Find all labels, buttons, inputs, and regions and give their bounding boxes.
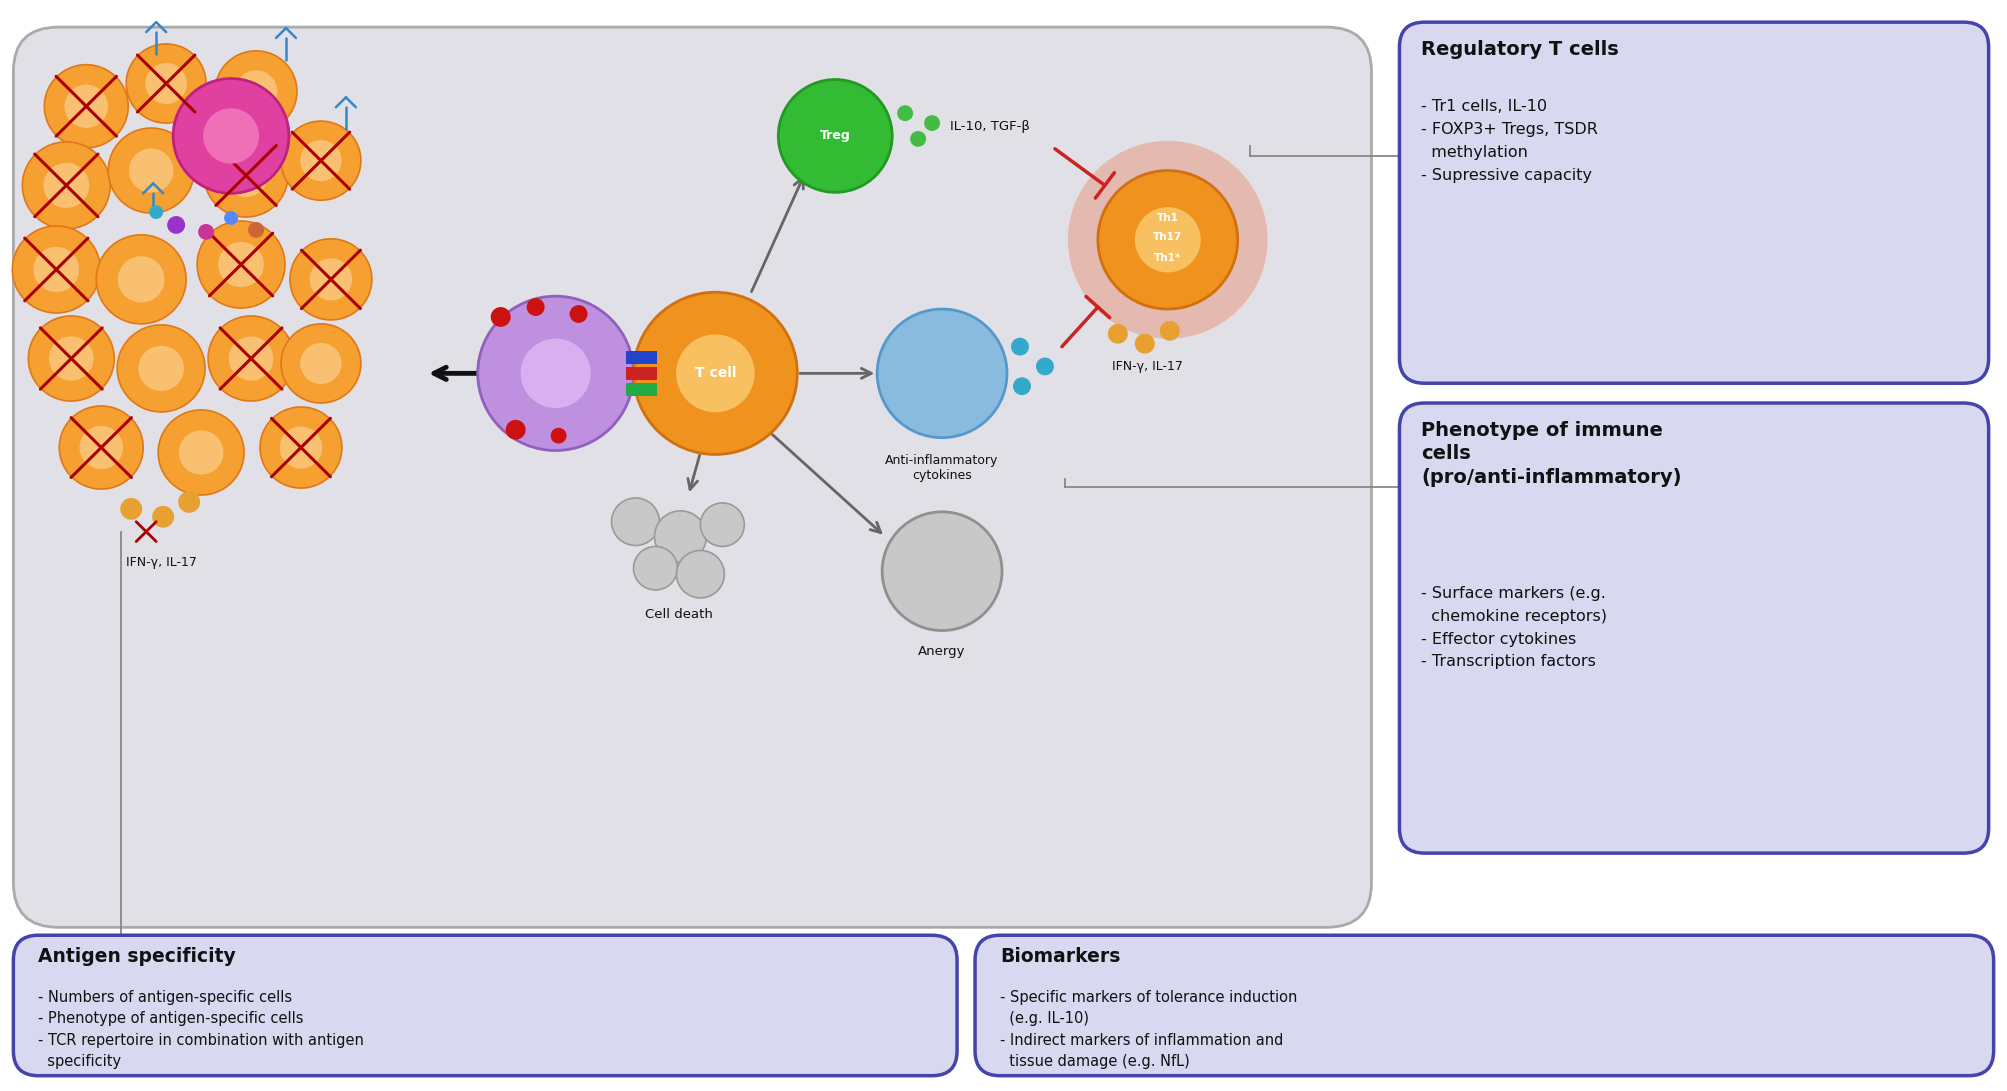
- Text: Regulatory T cells: Regulatory T cells: [1421, 40, 1618, 59]
- Circle shape: [676, 551, 725, 598]
- Circle shape: [118, 256, 165, 302]
- FancyBboxPatch shape: [975, 935, 1993, 1076]
- Circle shape: [96, 235, 187, 324]
- Circle shape: [877, 309, 1006, 437]
- FancyBboxPatch shape: [14, 935, 957, 1076]
- Text: - Specific markers of tolerance induction
  (e.g. IL-10)
- Indirect markers of i: - Specific markers of tolerance inductio…: [999, 990, 1297, 1069]
- Circle shape: [249, 221, 263, 238]
- Circle shape: [205, 134, 287, 217]
- Circle shape: [48, 336, 94, 381]
- Circle shape: [490, 307, 510, 327]
- Circle shape: [1010, 338, 1028, 356]
- Bar: [626, 351, 656, 364]
- Text: Anergy: Anergy: [917, 646, 965, 658]
- Circle shape: [199, 224, 215, 240]
- FancyBboxPatch shape: [1399, 403, 1987, 853]
- Circle shape: [909, 131, 925, 147]
- Circle shape: [1098, 170, 1236, 309]
- Circle shape: [225, 211, 239, 225]
- Circle shape: [881, 512, 1001, 631]
- Circle shape: [279, 427, 321, 469]
- Circle shape: [654, 511, 706, 562]
- Circle shape: [612, 497, 658, 546]
- Circle shape: [60, 406, 142, 489]
- Text: IFN-γ, IL-17: IFN-γ, IL-17: [126, 556, 197, 570]
- Circle shape: [138, 346, 185, 391]
- Circle shape: [22, 142, 110, 229]
- Text: - Tr1 cells, IL-10
- FOXP3+ Tregs, TSDR
  methylation
- Supressive capacity: - Tr1 cells, IL-10 - FOXP3+ Tregs, TSDR …: [1421, 99, 1598, 182]
- Text: IFN-γ, IL-17: IFN-γ, IL-17: [1112, 360, 1182, 373]
- Circle shape: [632, 292, 797, 455]
- Circle shape: [116, 325, 205, 412]
- Circle shape: [235, 70, 277, 112]
- Circle shape: [120, 497, 142, 519]
- Circle shape: [299, 343, 341, 384]
- Circle shape: [179, 491, 201, 513]
- Circle shape: [281, 121, 361, 201]
- Circle shape: [289, 239, 371, 320]
- Circle shape: [229, 336, 273, 381]
- Circle shape: [179, 430, 223, 475]
- Circle shape: [259, 407, 341, 488]
- Text: Th1: Th1: [1156, 213, 1178, 223]
- Text: IL-10, TGF-β: IL-10, TGF-β: [949, 120, 1030, 132]
- Circle shape: [203, 108, 259, 164]
- Circle shape: [197, 221, 285, 308]
- Circle shape: [209, 316, 293, 401]
- Text: Anti-inflammatory
cytokines: Anti-inflammatory cytokines: [885, 455, 997, 482]
- Circle shape: [225, 154, 267, 197]
- Circle shape: [1036, 358, 1054, 375]
- Circle shape: [34, 247, 78, 292]
- Circle shape: [299, 140, 341, 181]
- Text: Antigen specificity: Antigen specificity: [38, 947, 237, 967]
- Circle shape: [64, 85, 108, 128]
- Circle shape: [1134, 207, 1200, 273]
- Text: T cell: T cell: [694, 367, 737, 381]
- Circle shape: [153, 506, 175, 528]
- Circle shape: [897, 105, 913, 121]
- Circle shape: [44, 64, 128, 147]
- Circle shape: [550, 428, 566, 444]
- Circle shape: [173, 79, 289, 193]
- Text: Cell death: Cell death: [644, 608, 712, 621]
- Circle shape: [676, 335, 755, 412]
- FancyBboxPatch shape: [14, 27, 1371, 927]
- Circle shape: [506, 420, 526, 440]
- Bar: [626, 383, 656, 396]
- FancyBboxPatch shape: [1399, 22, 1987, 383]
- Bar: [626, 367, 656, 380]
- Circle shape: [1012, 377, 1030, 395]
- Circle shape: [159, 410, 245, 495]
- Circle shape: [215, 51, 297, 132]
- Circle shape: [779, 80, 891, 192]
- Text: Th17: Th17: [1152, 231, 1182, 242]
- Circle shape: [632, 547, 676, 590]
- Circle shape: [126, 44, 207, 123]
- Circle shape: [219, 242, 263, 287]
- Circle shape: [12, 226, 100, 313]
- Text: Biomarkers: Biomarkers: [999, 947, 1120, 967]
- Text: - Surface markers (e.g.
  chemokine receptors)
- Effector cytokines
- Transcript: - Surface markers (e.g. chemokine recept…: [1421, 586, 1608, 670]
- Circle shape: [520, 338, 590, 408]
- Circle shape: [44, 163, 88, 208]
- Text: - Numbers of antigen-specific cells
- Phenotype of antigen-specific cells
- TCR : - Numbers of antigen-specific cells - Ph…: [38, 990, 363, 1069]
- Text: Phenotype of immune
cells
(pro/anti-inflammatory): Phenotype of immune cells (pro/anti-infl…: [1421, 421, 1682, 487]
- Circle shape: [281, 324, 361, 403]
- Circle shape: [108, 128, 195, 213]
- Circle shape: [478, 296, 632, 451]
- Text: Treg: Treg: [819, 130, 851, 143]
- Circle shape: [149, 205, 163, 219]
- Circle shape: [1160, 321, 1180, 340]
- Circle shape: [1134, 334, 1154, 353]
- Circle shape: [145, 63, 187, 104]
- Circle shape: [28, 316, 114, 401]
- Circle shape: [309, 259, 351, 300]
- Circle shape: [1108, 324, 1128, 344]
- Circle shape: [80, 425, 122, 469]
- Text: Th1*: Th1*: [1154, 253, 1180, 263]
- Circle shape: [526, 298, 544, 316]
- Circle shape: [923, 116, 939, 131]
- Circle shape: [167, 216, 185, 233]
- Circle shape: [1068, 141, 1266, 338]
- Circle shape: [700, 503, 745, 547]
